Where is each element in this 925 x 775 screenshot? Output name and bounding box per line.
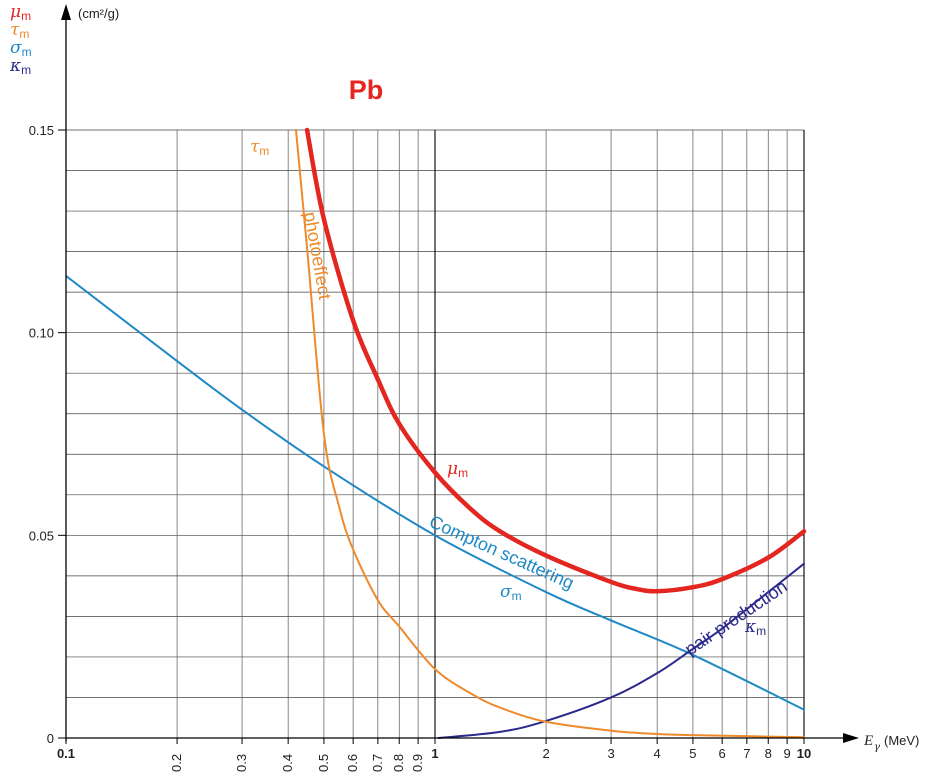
label-kappa-m-symbol: κ	[744, 617, 756, 637]
legend-sigma-symbol: σ	[10, 38, 22, 58]
x-tick-label: 7	[743, 746, 750, 761]
y-tick-label: 0.15	[29, 123, 54, 138]
label-mu-m: μm	[447, 459, 468, 480]
label-mu-m-sub: m	[458, 466, 468, 480]
axes	[61, 4, 859, 743]
label-kappa-m: κm	[744, 617, 766, 638]
x-axis-symbol: E	[863, 733, 873, 749]
x-tick-label: 1	[431, 746, 438, 761]
legend-kappa-symbol: κ	[9, 56, 21, 76]
legend-mu-symbol: μ	[10, 2, 21, 22]
tau-curve	[294, 129, 805, 739]
sigma-curve	[66, 274, 805, 711]
kappa-curve	[437, 562, 805, 739]
label-tau-m-symbol: τ	[250, 137, 260, 157]
label-photoeffect: photoeffect	[300, 210, 335, 301]
mu-curve	[304, 127, 807, 594]
legend-mu: μm	[10, 2, 31, 23]
x-axis-subscript: γ	[874, 742, 880, 753]
x-tick-label: 0.2	[169, 754, 184, 772]
label-kappa-m-sub: m	[756, 624, 766, 638]
x-tick-label: 0.8	[391, 754, 406, 772]
label-tau-m-sub: m	[259, 144, 269, 158]
legend-kappa-sub: m	[21, 63, 31, 77]
y-tick-label: 0.05	[29, 528, 54, 543]
label-tau-m: τm	[250, 137, 269, 158]
label-sigma-m: σm	[500, 582, 522, 603]
y-tick-label: 0	[47, 731, 54, 746]
x-tick-label: 0.6	[345, 754, 360, 772]
x-tick-label: 8	[765, 746, 772, 761]
x-axis-title: E γ (MeV)	[863, 733, 919, 753]
y-tick-label: 0.10	[29, 326, 54, 341]
legend-tau-symbol: τ	[10, 20, 20, 40]
x-axis-unit: (MeV)	[884, 733, 919, 748]
legend-sigma: σm	[10, 38, 32, 59]
x-tick-label: 0.1	[57, 746, 75, 761]
y-axis-arrow	[61, 4, 71, 20]
x-tick-label: 0.9	[410, 754, 425, 772]
label-sigma-m-symbol: σ	[500, 582, 512, 602]
x-tick-label: 10	[797, 746, 811, 761]
label-compton-scattering: Compton scattering	[426, 511, 577, 593]
tick-labels: 0 0.05 0.10 0.15 0.1 0.2 0.3 0.4 0.5 0.6 0.7 0.8 0.9…	[29, 123, 812, 772]
legend-kappa: κm	[9, 56, 31, 77]
label-pair-production: pair production	[681, 576, 791, 659]
legend-tau-sub: m	[19, 27, 29, 41]
x-tick-label: 0.3	[234, 754, 249, 772]
x-tick-label: 6	[719, 746, 726, 761]
x-tick-label: 2	[542, 746, 549, 761]
legend-sigma-sub: m	[22, 45, 32, 59]
label-mu-m-symbol: μ	[447, 459, 458, 479]
x-tick-label: 0.7	[370, 754, 385, 772]
y-axis-unit: (cm²/g)	[78, 6, 119, 21]
x-tick-label: 0.4	[280, 754, 295, 772]
legend: μm τm σm κm	[9, 2, 32, 77]
x-tick-label: 4	[654, 746, 661, 761]
x-tick-label: 9	[783, 746, 790, 761]
x-tick-label: 0.5	[316, 754, 331, 772]
x-axis-arrow	[843, 733, 859, 743]
label-sigma-m-sub: m	[512, 589, 522, 603]
curves	[66, 127, 807, 739]
grid	[58, 129, 805, 744]
x-tick-label: 3	[607, 746, 614, 761]
legend-mu-sub: m	[21, 9, 31, 23]
chart-title: Pb	[349, 75, 384, 105]
legend-tau: τm	[10, 20, 29, 41]
x-tick-label: 5	[689, 746, 696, 761]
